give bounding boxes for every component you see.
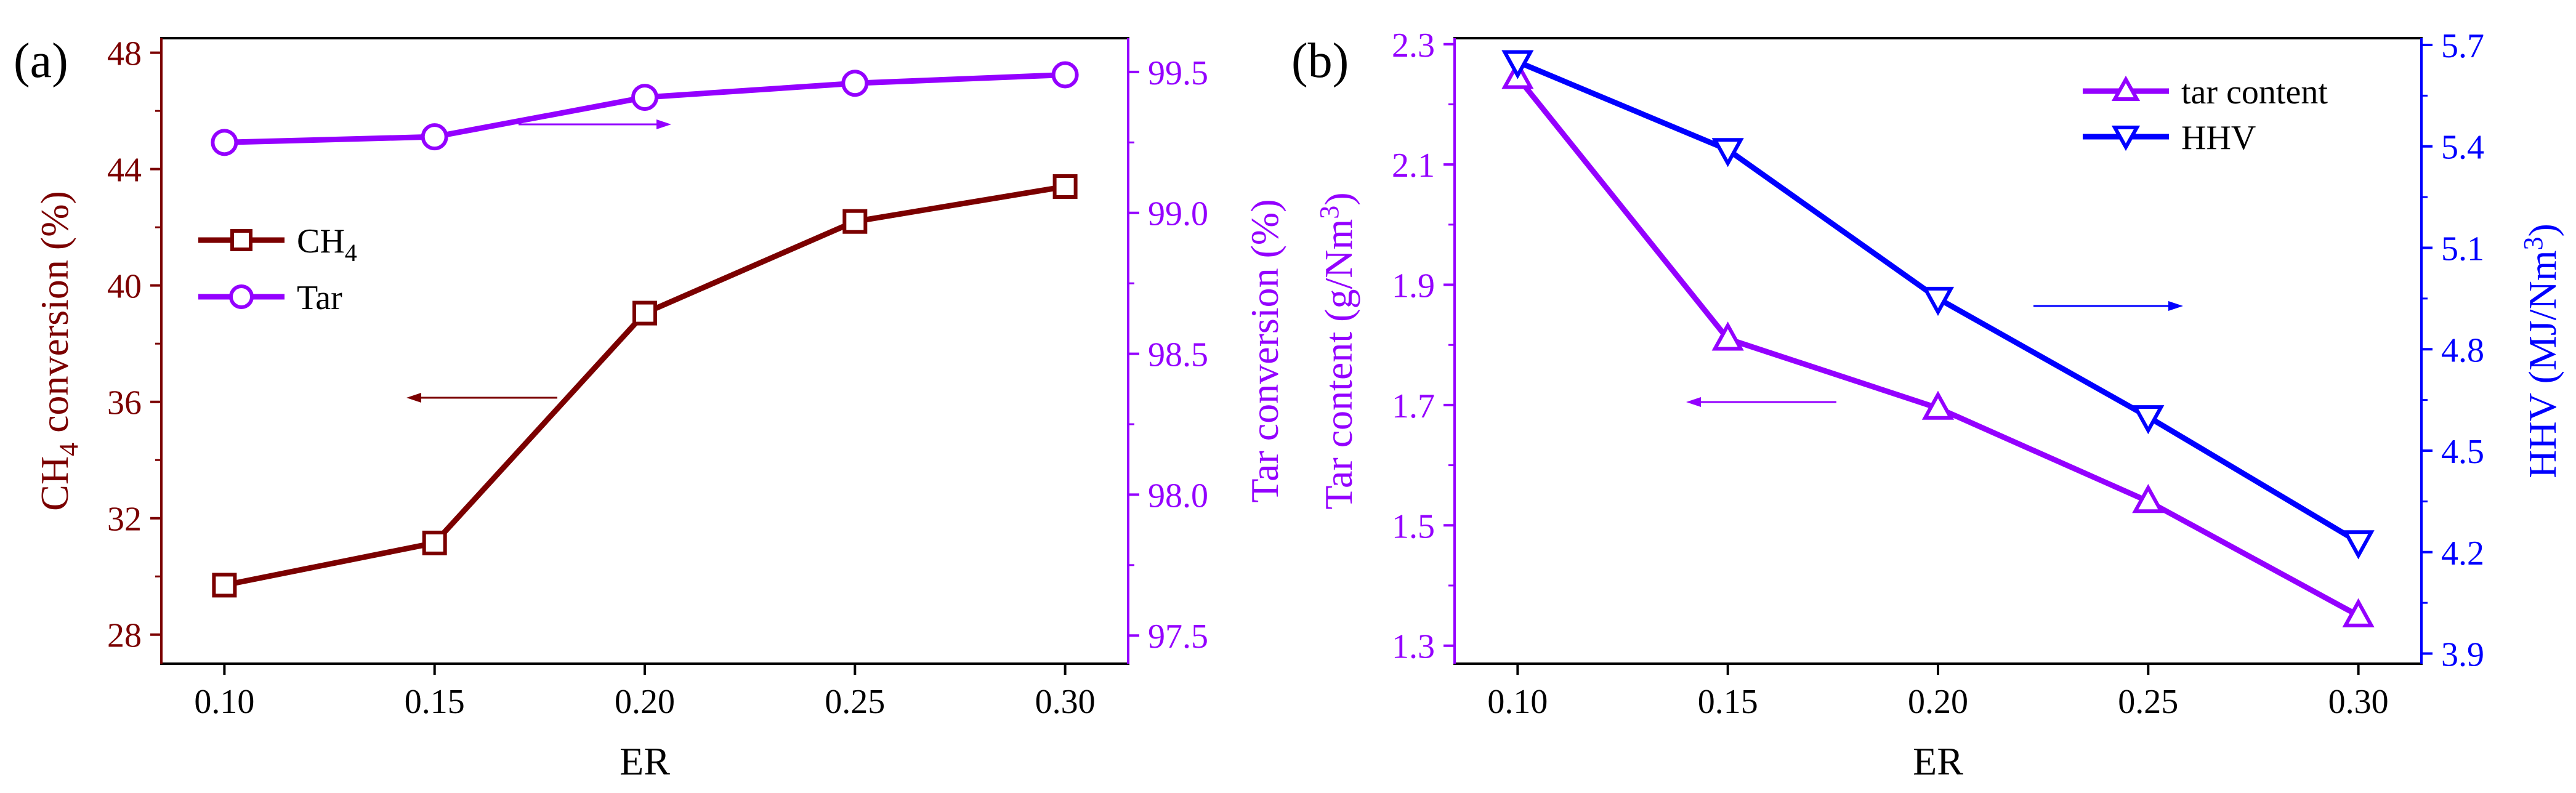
panel-a-left-axis-title-sub: 4	[54, 443, 84, 456]
panel-b-x-ticks: 0.10 0.15 0.20 0.25 0.30	[1487, 664, 2389, 721]
legend-label-hhv: HHV	[2181, 119, 2256, 157]
panel-b-legend: tar content HHV	[2083, 73, 2328, 157]
arrowhead-left-icon	[1686, 397, 1701, 407]
panel-b-left-tick-label: 1.7	[1392, 387, 1435, 425]
panel-b-left-tick-label: 2.1	[1392, 147, 1435, 185]
panel-b-left-tick-label: 2.3	[1392, 26, 1435, 65]
legend-label-tar: Tar	[297, 279, 342, 317]
legend-marker-hhv	[2111, 126, 2141, 151]
data-point-hhv	[2342, 530, 2375, 560]
panel-b-left-tick-label: 1.5	[1392, 507, 1435, 545]
arrowhead-right-icon	[656, 119, 671, 129]
panel-a-x-axis-title: ER	[620, 739, 670, 783]
data-point-ch4	[842, 209, 868, 234]
panel-b-right-tick-label: 3.9	[2441, 636, 2484, 674]
legend-label-tar-content: tar content	[2181, 73, 2328, 111]
legend-label-ch4: CH4	[297, 222, 357, 267]
panel-a-x-tick-label: 0.10	[194, 683, 254, 721]
panel-b-left-tick-label: 1.3	[1392, 628, 1435, 666]
panel-a-arrow-ch4	[406, 393, 557, 403]
data-point-tar-content	[2342, 598, 2375, 627]
data-point-ch4	[422, 530, 447, 555]
panel-a-arrow-tar	[519, 119, 671, 129]
data-point-tar-content	[2132, 484, 2165, 513]
panel-b-left-axis-title: Tar content (g/Nm3)	[1314, 192, 1360, 509]
panel-a-left-tick-label: 44	[107, 151, 142, 190]
legend-marker-ch4	[230, 229, 252, 251]
panel-a-right-tick-label: 99.0	[1148, 195, 1208, 233]
panel-a-left-tick-label: 28	[107, 617, 142, 655]
panel-b-right-axis-title: HHV (MJ/Nm3)	[2518, 223, 2564, 478]
panel-b-right-tick-label: 4.5	[2441, 433, 2484, 471]
legend-marker-tar-content	[2111, 75, 2141, 101]
panel-a-left-axis-title-main: CH	[33, 456, 76, 511]
panel-b-left-ticks: 1.3 1.5 1.7 1.9 2.1 2.3	[1392, 26, 1456, 666]
panel-b-right-tick-label: 4.8	[2441, 331, 2484, 369]
panel-a-right-tick-label: 99.5	[1148, 54, 1208, 92]
data-point-tar-content	[1711, 321, 1744, 351]
panel-a-series	[211, 61, 1079, 598]
panel-b-x-tick-label: 0.10	[1487, 683, 1548, 721]
series-line-tar-content	[1515, 75, 2360, 618]
data-point-tar	[421, 123, 448, 151]
panel-b-arrow-hhv	[2033, 301, 2183, 311]
panel-b-right-ticks: 3.9 4.2 4.5 4.8 5.1 5.4 5.7	[2420, 27, 2484, 674]
panel-b-series	[1501, 50, 2375, 627]
panel-a-legend: CH4 Tar	[198, 222, 357, 317]
panel-a-x-ticks: 0.10 0.15 0.20 0.25 0.30	[194, 664, 1096, 721]
panel-a-label: (a)	[14, 34, 68, 88]
arrowhead-right-icon	[2168, 301, 2183, 311]
panel-b-x-tick-label: 0.15	[1698, 683, 1758, 721]
data-point-hhv	[1711, 138, 1744, 167]
panel-a-left-tick-label: 36	[107, 384, 142, 422]
panel-b-right-tick-label: 5.7	[2441, 27, 2484, 65]
panel-a-right-tick-label: 97.5	[1148, 618, 1208, 656]
panel-a-left-tick-label: 40	[107, 268, 142, 306]
panel-b-left-tick-label: 1.9	[1392, 267, 1435, 305]
panel-a-right-ticks: 97.5 98.0 98.5 99.0 99.5	[1127, 38, 1208, 664]
panel-a-left-ticks: 28 32 36 40 44 48	[107, 35, 163, 664]
data-point-tar	[1051, 61, 1079, 89]
data-point-hhv	[1921, 286, 1955, 316]
panel-b-x-tick-label: 0.30	[2328, 683, 2389, 721]
data-point-ch4	[632, 300, 657, 326]
panel-a-left-tick-label: 48	[107, 35, 142, 73]
data-point-tar	[631, 84, 658, 111]
data-point-hhv	[2132, 405, 2165, 435]
panel-a-left-axis-title-rest: conversion (%)	[33, 191, 76, 443]
panel-b: (b) 0.10 0.15 0.20 0.25 0.30 1.3 1.5 1.7 1.9 2.1…	[1291, 26, 2564, 783]
data-point-ch4	[212, 573, 237, 598]
panel-a-x-tick-label: 0.25	[825, 683, 885, 721]
panel-a-x-tick-label: 0.30	[1035, 683, 1096, 721]
panel-a-left-axis-title: CH4 conversion (%)	[33, 191, 84, 511]
data-point-tar	[211, 129, 238, 156]
data-point-hhv	[1501, 50, 1534, 79]
panel-b-right-tick-label: 4.2	[2441, 534, 2484, 573]
data-point-tar	[841, 70, 869, 97]
panel-b-x-tick-label: 0.20	[1908, 683, 1968, 721]
panel-b-label: (b)	[1291, 34, 1349, 88]
panel-b-arrow-tar-content	[1686, 397, 1836, 407]
legend-marker-tar	[229, 284, 254, 309]
panel-a-right-tick-label: 98.5	[1148, 336, 1208, 374]
arrowhead-left-icon	[406, 393, 421, 403]
panel-a-left-tick-label: 32	[107, 501, 142, 539]
panel-a: (a) 0.10 0.15 0.20 0.25 0.30 28 32 36 40 44 48 97…	[14, 34, 1286, 783]
panel-b-right-tick-label: 5.1	[2441, 230, 2484, 268]
panel-a-x-tick-label: 0.15	[405, 683, 465, 721]
panel-b-x-axis-title: ER	[1913, 739, 1963, 783]
panel-b-x-tick-label: 0.25	[2118, 683, 2178, 721]
data-point-ch4	[1052, 174, 1078, 199]
panel-a-x-tick-label: 0.20	[615, 683, 675, 721]
data-point-tar-content	[1921, 390, 1955, 420]
panel-a-right-axis-title: Tar conversion (%)	[1243, 199, 1286, 502]
panel-b-right-tick-label: 5.4	[2441, 129, 2484, 167]
panel-a-right-tick-label: 98.0	[1148, 477, 1208, 515]
